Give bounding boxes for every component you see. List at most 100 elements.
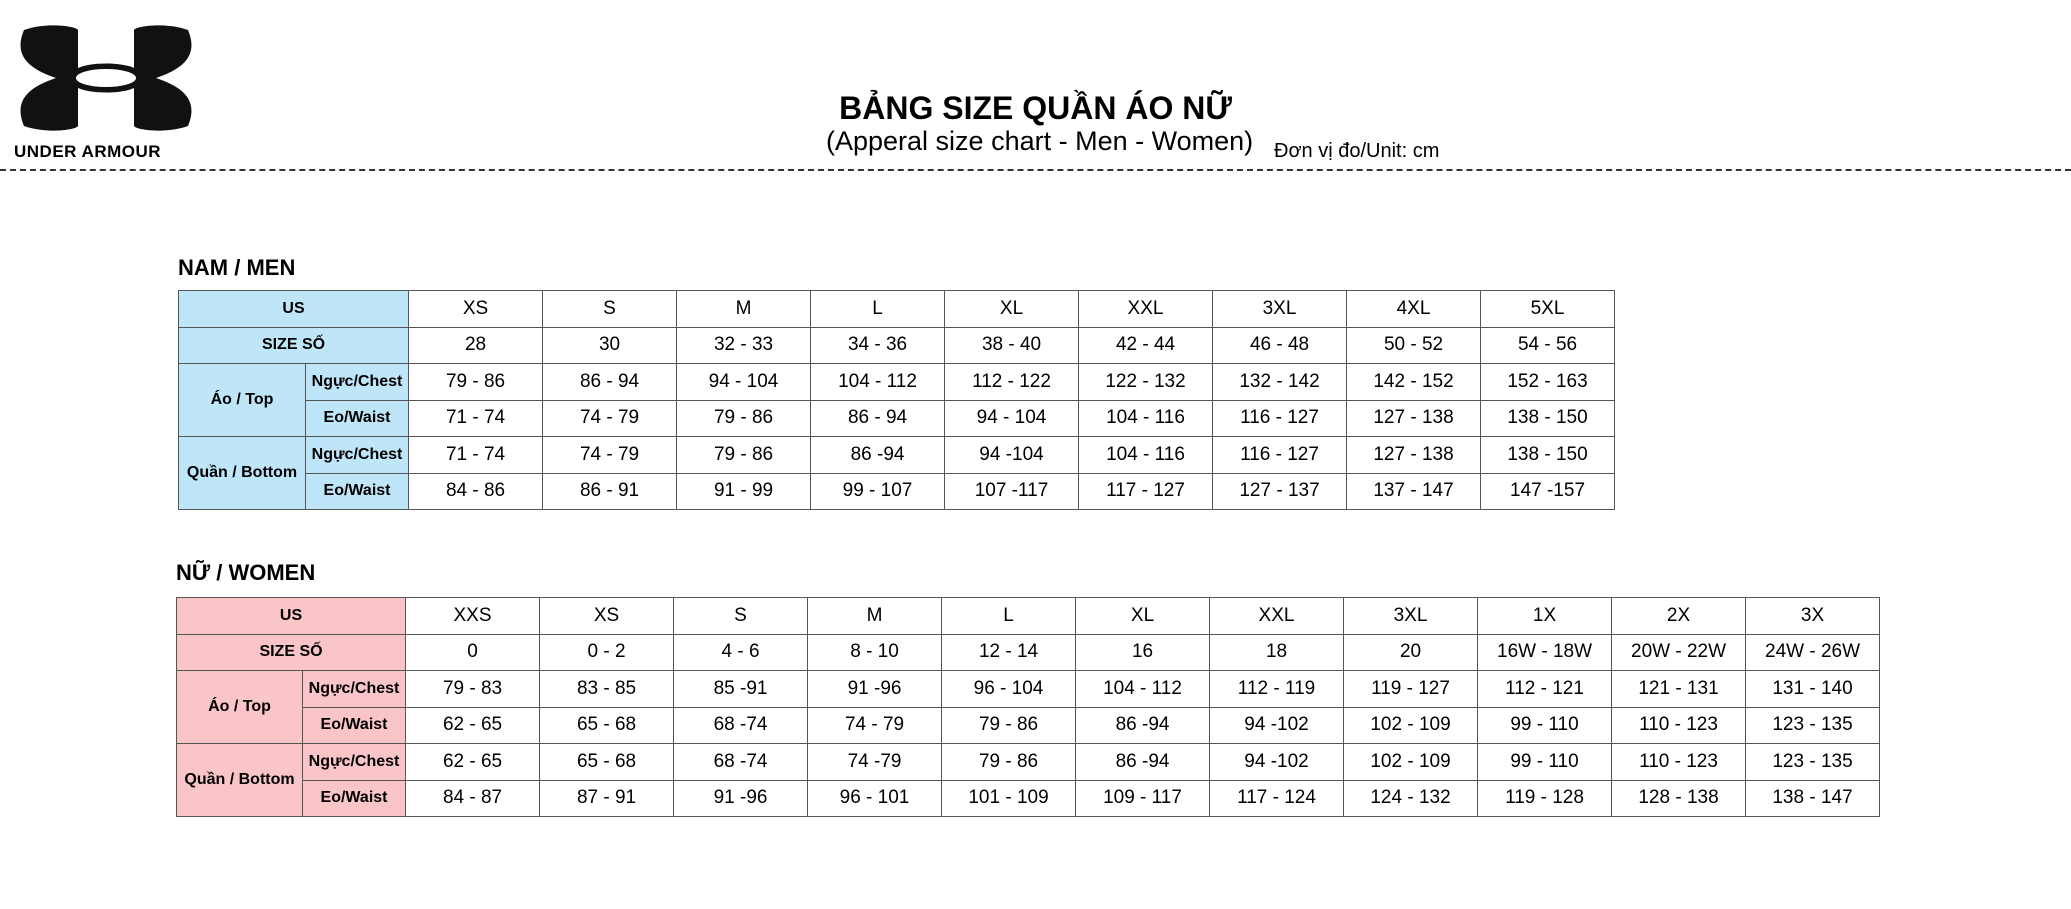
women-heading: NỮ / WOMEN (176, 560, 316, 585)
cell-top-chest: 112 - 119 (1209, 670, 1345, 708)
cell-top-waist: 86 - 94 (810, 399, 946, 437)
brand-logo: UNDER ARMOUR (14, 24, 200, 162)
cell-us: 1X (1477, 597, 1613, 635)
brand-name: UNDER ARMOUR (14, 142, 162, 161)
cell-top-chest: 122 - 132 (1078, 363, 1214, 401)
cell-bottom-waist: 137 - 147 (1346, 472, 1482, 510)
cell-us: M (807, 597, 943, 635)
cell-bottom-waist: 96 - 101 (807, 779, 943, 817)
cell-us: XL (1075, 597, 1211, 635)
cell-bottom-waist: 107 -117 (944, 472, 1080, 510)
label-us: US (177, 290, 410, 328)
cell-bottom-waist: 117 - 124 (1209, 779, 1345, 817)
cell-us: 3XL (1212, 290, 1348, 328)
cell-bottom-waist: 119 - 128 (1477, 779, 1613, 817)
cell-bottom-waist: 128 - 138 (1611, 779, 1747, 817)
cell-top-chest: 86 - 94 (542, 363, 678, 401)
cell-size-so: 42 - 44 (1078, 326, 1214, 364)
cell-us: XXS (405, 597, 541, 635)
cell-top-waist: 127 - 138 (1346, 399, 1482, 437)
cell-bottom-waist: 86 - 91 (542, 472, 678, 510)
label-bottom: Quần / Bottom (178, 436, 306, 510)
cell-top-waist: 71 - 74 (408, 399, 544, 437)
under-armour-logo-icon (20, 25, 192, 131)
cell-us: M (676, 290, 812, 328)
label-waist: Eo/Waist (301, 706, 407, 744)
row-us: US XXS XS S M L XL XXL 3XL 1X 2X 3X (175, 597, 1881, 635)
cell-top-chest: 131 - 140 (1745, 670, 1881, 708)
cell-size-so: 54 - 56 (1480, 326, 1616, 364)
cell-bottom-chest: 86 -94 (810, 436, 946, 474)
men-size-table: US XS S M L XL XXL 3XL 4XL 5XL SIZE SỐ 28 30 32 - 33 3… (177, 290, 1616, 510)
cell-top-waist: 86 -94 (1075, 706, 1211, 744)
row-top-waist: Eo/Waist 71 - 74 74 - 79 79 - 86 86 - 94 94 -… (179, 399, 1616, 437)
row-size-so: SIZE SỐ 28 30 32 - 33 34 - 36 38 - 40 42 - 44 4… (177, 326, 1616, 364)
cell-top-chest: 142 - 152 (1346, 363, 1482, 401)
cell-bottom-waist: 91 - 99 (676, 472, 812, 510)
cell-size-so: 38 - 40 (944, 326, 1080, 364)
label-chest: Ngực/Chest (301, 670, 407, 708)
cell-bottom-waist: 84 - 86 (408, 472, 544, 510)
cell-bottom-waist: 127 - 137 (1212, 472, 1348, 510)
cell-bottom-waist: 84 - 87 (405, 779, 541, 817)
cell-top-waist: 68 -74 (673, 706, 809, 744)
cell-top-chest: 104 - 112 (810, 363, 946, 401)
label-chest: Ngực/Chest (301, 743, 407, 781)
men-heading: NAM / MEN (178, 255, 296, 280)
label-chest: Ngực/Chest (304, 436, 410, 474)
cell-top-waist: 138 - 150 (1480, 399, 1616, 437)
cell-us: 2X (1611, 597, 1747, 635)
cell-bottom-waist: 101 - 109 (941, 779, 1077, 817)
label-us: US (175, 597, 407, 635)
cell-us: XXL (1209, 597, 1345, 635)
label-top: Áo / Top (176, 670, 303, 744)
cell-top-chest: 119 - 127 (1343, 670, 1479, 708)
cell-size-so: 34 - 36 (810, 326, 946, 364)
cell-bottom-chest: 62 - 65 (405, 743, 541, 781)
cell-size-so: 4 - 6 (673, 633, 809, 671)
cell-top-waist: 99 - 110 (1477, 706, 1613, 744)
cell-bottom-chest: 68 -74 (673, 743, 809, 781)
cell-top-chest: 152 - 163 (1480, 363, 1616, 401)
cell-us: 3XL (1343, 597, 1479, 635)
cell-size-so: 32 - 33 (676, 326, 812, 364)
cell-bottom-waist: 109 - 117 (1075, 779, 1211, 817)
label-waist: Eo/Waist (304, 472, 410, 510)
cell-bottom-chest: 79 - 86 (676, 436, 812, 474)
cell-bottom-chest: 127 - 138 (1346, 436, 1482, 474)
row-bottom-waist: Eo/Waist 84 - 87 87 - 91 91 -96 96 - 101 101 … (177, 779, 1881, 817)
cell-bottom-chest: 94 -104 (944, 436, 1080, 474)
cell-size-so: 24W - 26W (1745, 633, 1881, 671)
cell-size-so: 16 (1075, 633, 1211, 671)
label-top: Áo / Top (178, 363, 306, 437)
cell-top-waist: 79 - 86 (941, 706, 1077, 744)
cell-bottom-chest: 138 - 150 (1480, 436, 1616, 474)
cell-bottom-chest: 110 - 123 (1611, 743, 1747, 781)
cell-top-chest: 112 - 121 (1477, 670, 1613, 708)
cell-size-so: 18 (1209, 633, 1345, 671)
cell-us: XS (539, 597, 675, 635)
cell-bottom-chest: 86 -94 (1075, 743, 1211, 781)
cell-size-so: 20 (1343, 633, 1479, 671)
cell-size-so: 8 - 10 (807, 633, 943, 671)
cell-bottom-waist: 124 - 132 (1343, 779, 1479, 817)
cell-us: L (941, 597, 1077, 635)
divider (0, 169, 2071, 171)
cell-top-waist: 74 - 79 (542, 399, 678, 437)
cell-top-chest: 104 - 112 (1075, 670, 1211, 708)
cell-top-chest: 121 - 131 (1611, 670, 1747, 708)
cell-bottom-chest: 74 -79 (807, 743, 943, 781)
cell-top-chest: 94 - 104 (676, 363, 812, 401)
cell-bottom-waist: 138 - 147 (1745, 779, 1881, 817)
row-top-chest: Áo / Top Ngực/Chest 79 - 86 86 - 94 94 - 104… (178, 363, 1616, 437)
label-waist: Eo/Waist (301, 779, 407, 817)
cell-top-chest: 112 - 122 (944, 363, 1080, 401)
cell-us: 4XL (1346, 290, 1482, 328)
row-top-waist: Eo/Waist 62 - 65 65 - 68 68 -74 74 - 79 79 - … (177, 706, 1881, 744)
row-bottom-chest: Quần / Bottom Ngực/Chest 62 - 65 65 - 68 68 … (176, 743, 1881, 817)
cell-bottom-waist: 91 -96 (673, 779, 809, 817)
cell-top-waist: 116 - 127 (1212, 399, 1348, 437)
cell-us: XL (944, 290, 1080, 328)
cell-size-so: 0 (405, 633, 541, 671)
